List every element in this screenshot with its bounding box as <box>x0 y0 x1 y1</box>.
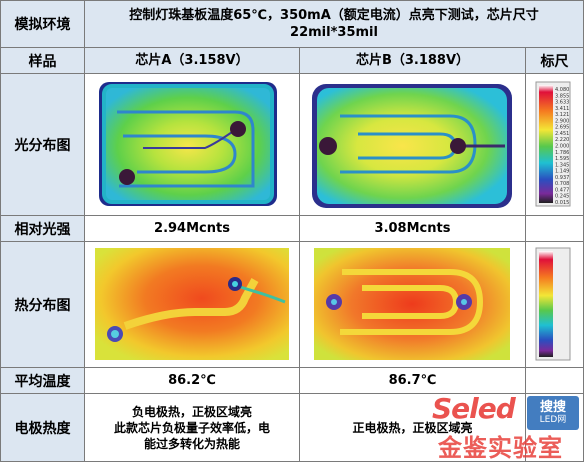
scale-tick-label: 0.708 <box>555 181 569 187</box>
electrode-label-cell: 电极热度 <box>0 394 85 462</box>
scale-tick-label: 3.633 <box>555 100 569 106</box>
heat-scale-cell <box>526 242 584 368</box>
scale-tick-label: 2.695 <box>555 125 569 131</box>
light-map-a-image <box>99 82 277 206</box>
env-condition-cell: 控制灯珠基板温度65℃，350mA（额定电流）点亮下测试，芯片尺寸 22mil*… <box>85 0 584 48</box>
scale-tick-label: 0.477 <box>555 187 569 193</box>
avg-temp-a-value: 86.2℃ <box>168 373 216 388</box>
env-label-cell: 模拟环境 <box>0 0 85 48</box>
scale-tick-label: 0.245 <box>555 194 569 200</box>
light-map-b-cell <box>300 74 526 216</box>
scale-tick-label: 1.345 <box>555 162 569 168</box>
electrode-a-line3: 能过多转化为热能 <box>143 436 240 451</box>
env-label: 模拟环境 <box>14 17 71 33</box>
light-scale-labels: 4.0803.8553.6333.4113.1212.9002.6952.451… <box>555 87 569 206</box>
electrode-a-cell: 负电极热，正极区域亮 此款芯片负极量子效率低，电 能过多转化为热能 <box>85 394 300 462</box>
intensity-b-value: 3.08Mcnts <box>374 221 451 236</box>
scale-tick-label: 3.411 <box>555 106 569 112</box>
electrode-a-line1: 负电极热，正极区域亮 <box>131 404 252 419</box>
intensity-label-cell: 相对光强 <box>0 216 85 242</box>
heat-map-label-cell: 热分布图 <box>0 242 85 368</box>
light-map-label-cell: 光分布图 <box>0 74 85 216</box>
sample-label-cell: 样品 <box>0 48 85 74</box>
chip-b-header: 芯片B（3.188V） <box>300 48 526 74</box>
electrode-a-line2: 此款芯片负极量子效率低，电 <box>113 420 270 435</box>
avg-temp-scale-cell <box>526 368 584 394</box>
scale-tick-label: 0.937 <box>555 175 569 181</box>
intensity-label: 相对光强 <box>14 221 71 238</box>
electrode-b-cell: 正电极热，正极区域亮 <box>300 394 526 462</box>
light-map-label: 光分布图 <box>14 137 71 154</box>
scale-tick-label: 2.451 <box>555 131 569 137</box>
scale-title: 标尺 <box>540 53 569 70</box>
scale-tick-label: 2.220 <box>555 137 569 143</box>
scale-tick-label: 0.015 <box>555 200 569 206</box>
heat-map-a-image <box>95 248 289 360</box>
intensity-a-value: 2.94Mcnts <box>154 221 230 236</box>
intensity-b-cell: 3.08Mcnts <box>300 216 526 242</box>
avg-temp-label: 平均温度 <box>14 373 71 390</box>
scale-tick-label: 1.786 <box>555 150 569 156</box>
heat-map-label: 热分布图 <box>14 297 71 314</box>
avg-temp-a-cell: 86.2℃ <box>85 368 300 394</box>
scale-tick-label: 2.900 <box>555 118 569 124</box>
light-map-a-cell <box>85 74 300 216</box>
scale-tick-label: 3.121 <box>555 112 569 118</box>
scale-header: 标尺 <box>526 48 584 74</box>
electrode-scale-cell <box>526 394 584 462</box>
heat-scale-bar <box>535 247 571 361</box>
scale-tick-label: 2.000 <box>555 144 569 150</box>
scale-tick-label: 1.595 <box>555 156 569 162</box>
heat-map-b-cell <box>300 242 526 368</box>
scale-tick-label: 3.855 <box>555 93 569 99</box>
heat-map-a-cell <box>85 242 300 368</box>
scale-tick-label: 4.080 <box>555 87 569 93</box>
intensity-scale-cell <box>526 216 584 242</box>
avg-temp-b-value: 86.7℃ <box>388 373 437 388</box>
light-scale-cell: 4.080 3.855 3.633 3.411 3.121 2.900 2.695 2.451… <box>526 74 584 216</box>
light-scale-bar: 4.0803.8553.6333.4113.1212.9002.6952.451… <box>535 81 571 207</box>
avg-temp-label-cell: 平均温度 <box>0 368 85 394</box>
electrode-label: 电极热度 <box>14 420 71 437</box>
heat-map-b-image <box>314 248 510 360</box>
sample-label: 样品 <box>28 53 57 70</box>
env-condition-line1: 控制灯珠基板温度65℃，350mA（额定电流）点亮下测试，芯片尺寸 <box>129 8 539 23</box>
chip-b-title: 芯片B（3.188V） <box>355 53 470 68</box>
chip-a-title: 芯片A（3.158V） <box>135 53 249 68</box>
intensity-a-cell: 2.94Mcnts <box>85 216 300 242</box>
light-map-b-image <box>312 84 512 208</box>
chip-a-header: 芯片A（3.158V） <box>85 48 300 74</box>
env-condition-line2: 22mil*35mil <box>290 25 378 40</box>
electrode-b-value: 正电极热，正极区域亮 <box>352 420 473 435</box>
scale-tick-label: 1.149 <box>555 169 569 175</box>
avg-temp-b-cell: 86.7℃ <box>300 368 526 394</box>
